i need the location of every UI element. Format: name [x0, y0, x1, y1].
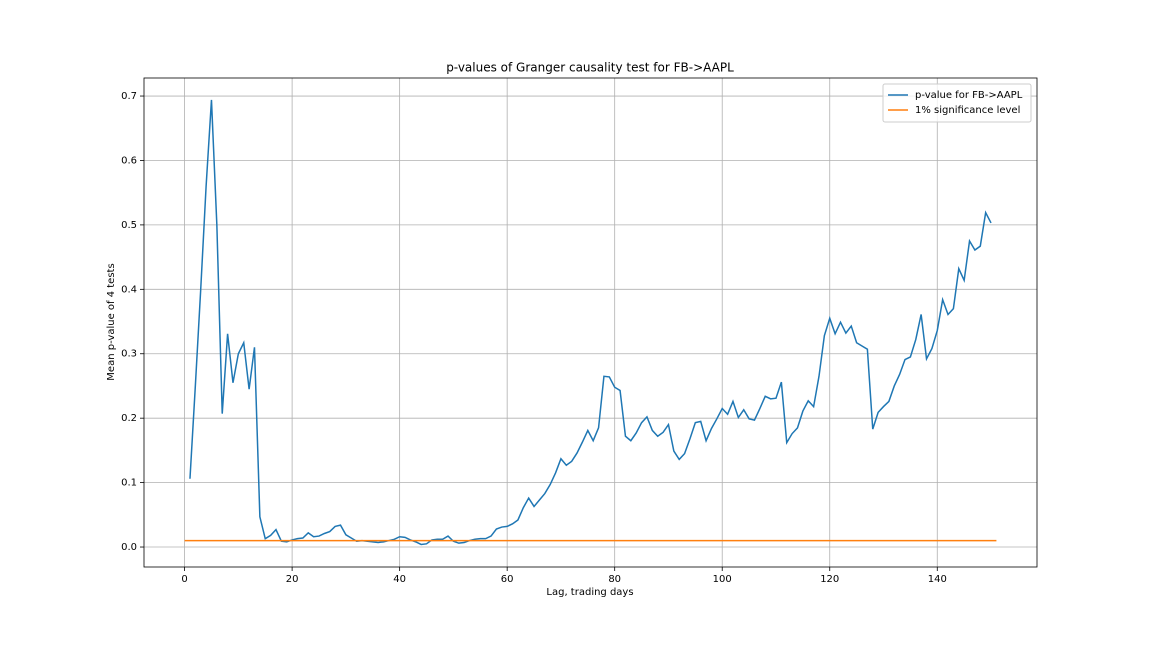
y-axis-label: Mean p-value of 4 tests [106, 263, 117, 380]
legend-label: p-value for FB->AAPL [915, 90, 1023, 101]
legend-label: 1% significance level [915, 105, 1020, 116]
y-tick-label: 0.2 [121, 413, 137, 424]
y-tick-label: 0.1 [121, 478, 137, 489]
y-tick-label: 0.0 [121, 542, 137, 553]
legend-box [882, 83, 1032, 123]
x-tick-label: 120 [820, 574, 839, 585]
x-tick-label: 20 [286, 574, 299, 585]
x-tick-label: 0 [181, 574, 187, 585]
y-tick-label: 0.4 [121, 284, 137, 295]
line-series [189, 99, 992, 546]
y-tick-label: 0.7 [121, 91, 137, 102]
y-tick-label: 0.6 [121, 155, 137, 166]
legend: p-value for FB->AAPL 1% significance leve… [882, 83, 1032, 123]
x-tick-label: 100 [713, 574, 732, 585]
x-tick-label: 80 [608, 574, 621, 585]
y-tick-label: 0.5 [121, 220, 137, 231]
plot-frame [143, 77, 1038, 568]
chart-title: p-values of Granger causality test for F… [446, 61, 734, 75]
x-tick-label: 60 [501, 574, 514, 585]
x-axis-label: Lag, trading days [546, 587, 633, 598]
y-tick-label: 0.3 [121, 349, 137, 360]
x-tick-label: 140 [928, 574, 947, 585]
x-tick-label: 40 [393, 574, 406, 585]
